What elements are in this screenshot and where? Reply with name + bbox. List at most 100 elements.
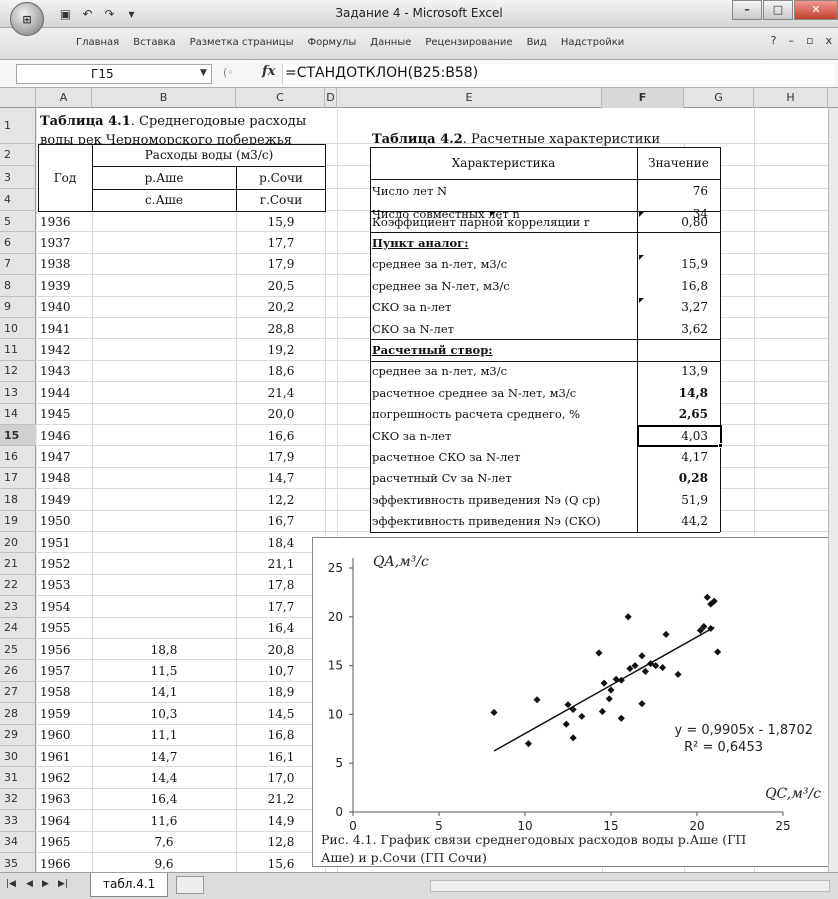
ribbon-restore-icon[interactable]: ▫ — [806, 34, 814, 47]
formula-input[interactable]: =СТАНДОТКЛОН(B25:B58) — [282, 64, 834, 84]
characteristic-value: 14,8 — [678, 385, 708, 400]
column-header-b[interactable]: B — [92, 88, 236, 108]
row-header[interactable]: 9 — [0, 297, 36, 318]
vertical-scrollbar[interactable] — [828, 108, 838, 872]
row-header[interactable]: 6 — [0, 232, 36, 254]
help-icon[interactable]: ? — [770, 34, 777, 47]
row-header[interactable]: 20 — [0, 532, 36, 554]
value-sochi-cell: 14,9 — [267, 813, 295, 828]
tab-data[interactable]: Данные — [370, 37, 412, 48]
row-header[interactable]: 33 — [0, 810, 36, 832]
row-header[interactable]: 23 — [0, 596, 36, 618]
row-header[interactable]: 14 — [0, 404, 36, 425]
data-point — [647, 660, 655, 668]
row-header[interactable]: 25 — [0, 639, 36, 661]
name-box[interactable]: Г15 — [16, 64, 212, 84]
year-cell: 1937 — [40, 236, 71, 251]
y-axis-title: QA,м³/с — [373, 554, 429, 570]
customize-qat-icon[interactable]: ▾ — [128, 6, 135, 21]
row-header[interactable]: 18 — [0, 489, 36, 511]
value-sochi-cell: 18,4 — [267, 535, 295, 550]
office-button[interactable]: ⊞ — [10, 2, 44, 36]
column-header-h[interactable]: H — [754, 88, 828, 108]
column-header-d[interactable]: D — [325, 88, 337, 108]
row-header[interactable]: 3 — [0, 166, 36, 189]
next-sheet-icon[interactable]: ▶ — [42, 879, 49, 889]
worksheet[interactable]: Таблица 4.1. Среднегодовые расходы воды р… — [37, 108, 828, 872]
row-header[interactable]: 16 — [0, 446, 36, 468]
row-header[interactable]: 1 — [0, 108, 36, 144]
row-header[interactable]: 12 — [0, 361, 36, 383]
redo-icon[interactable]: ↷ — [104, 6, 115, 21]
insert-function-icon[interactable]: fx — [262, 64, 276, 79]
characteristic-label: расчетное среднее за N-лет, м3/с — [372, 385, 577, 400]
ribbon-minimize-icon[interactable]: – — [788, 34, 795, 47]
row-header[interactable]: 4 — [0, 189, 36, 211]
row-header[interactable]: 13 — [0, 382, 36, 404]
row-header[interactable]: 2 — [0, 144, 36, 166]
row-header[interactable]: 17 — [0, 468, 36, 490]
row-header[interactable]: 22 — [0, 575, 36, 597]
tab-formulas[interactable]: Формулы — [307, 37, 357, 48]
value-ashe-cell: 18,8 — [150, 642, 178, 657]
row-header[interactable]: 31 — [0, 767, 36, 789]
column-header-c[interactable]: C — [236, 88, 325, 108]
value-ashe-cell — [92, 596, 236, 617]
row-header[interactable]: 8 — [0, 275, 36, 297]
data-point — [598, 707, 606, 716]
last-sheet-icon[interactable]: ▶| — [58, 879, 68, 889]
column-header-f[interactable]: F — [602, 88, 684, 108]
row-header[interactable]: 30 — [0, 746, 36, 768]
row-header[interactable]: 21 — [0, 553, 36, 575]
value-sochi-cell: 18,6 — [267, 364, 295, 379]
data-point — [714, 648, 722, 656]
value-ashe-cell — [92, 382, 236, 403]
row-header[interactable]: 28 — [0, 703, 36, 725]
row-header[interactable]: 24 — [0, 618, 36, 639]
maximize-button[interactable]: □ — [763, 0, 793, 20]
table2-title-text: . Расчетные характеристики — [462, 132, 661, 147]
ribbon-close-icon[interactable]: x — [825, 34, 832, 47]
minimize-button[interactable]: – — [732, 0, 762, 20]
row-header[interactable]: 19 — [0, 511, 36, 532]
selected-cell[interactable] — [637, 425, 722, 448]
name-box-dropdown-icon[interactable]: ▼ — [200, 68, 207, 78]
tab-insert[interactable]: Вставка — [133, 37, 176, 48]
row-header[interactable]: 7 — [0, 254, 36, 276]
row-header[interactable]: 32 — [0, 789, 36, 811]
row-header[interactable]: 29 — [0, 725, 36, 746]
close-button[interactable]: ✕ — [794, 0, 838, 20]
year-cell: 1944 — [40, 385, 71, 400]
tab-view[interactable]: Вид — [526, 37, 547, 48]
first-sheet-icon[interactable]: |◀ — [6, 879, 16, 889]
tab-review[interactable]: Рецензирование — [425, 37, 513, 48]
row-header[interactable]: 34 — [0, 832, 36, 853]
figure-caption-line2: Аше) и р.Сочи (ГП Сочи) — [321, 850, 487, 865]
horizontal-scrollbar[interactable] — [430, 880, 830, 892]
characteristic-value: 4,17 — [681, 450, 708, 465]
column-header-a[interactable]: A — [36, 88, 92, 108]
tab-addins[interactable]: Надстройки — [560, 37, 625, 48]
sheet-tab-active[interactable]: табл.4.1 — [90, 873, 169, 897]
prev-sheet-icon[interactable]: ◀ — [26, 879, 33, 889]
formula-cancel-icon[interactable]: (◦ — [223, 66, 234, 79]
data-point — [578, 712, 586, 720]
data-point — [617, 714, 625, 722]
row-header[interactable]: 11 — [0, 339, 36, 361]
undo-icon[interactable]: ↶ — [82, 6, 93, 21]
save-icon[interactable]: ▣ — [59, 6, 72, 21]
row-header[interactable]: 26 — [0, 660, 36, 682]
row-header[interactable]: 27 — [0, 682, 36, 704]
fill-handle[interactable] — [718, 443, 723, 449]
tab-home[interactable]: Главная — [76, 37, 120, 48]
column-header-g[interactable]: G — [684, 88, 754, 108]
row-header[interactable]: 10 — [0, 318, 36, 340]
insert-sheet-button[interactable] — [176, 876, 204, 894]
column-header-e[interactable]: E — [337, 88, 602, 108]
row-header[interactable]: 15 — [0, 425, 36, 447]
cell-background — [370, 147, 720, 554]
tab-page-layout[interactable]: Разметка страницы — [189, 37, 294, 48]
row-header[interactable]: 5 — [0, 211, 36, 233]
scatter-chart[interactable]: 0 5 10 15 20 25 0 5 10 15 20 25 QA,м³/с QC,м³/с y = 0,… — [312, 537, 831, 867]
select-all-corner[interactable] — [0, 88, 36, 108]
